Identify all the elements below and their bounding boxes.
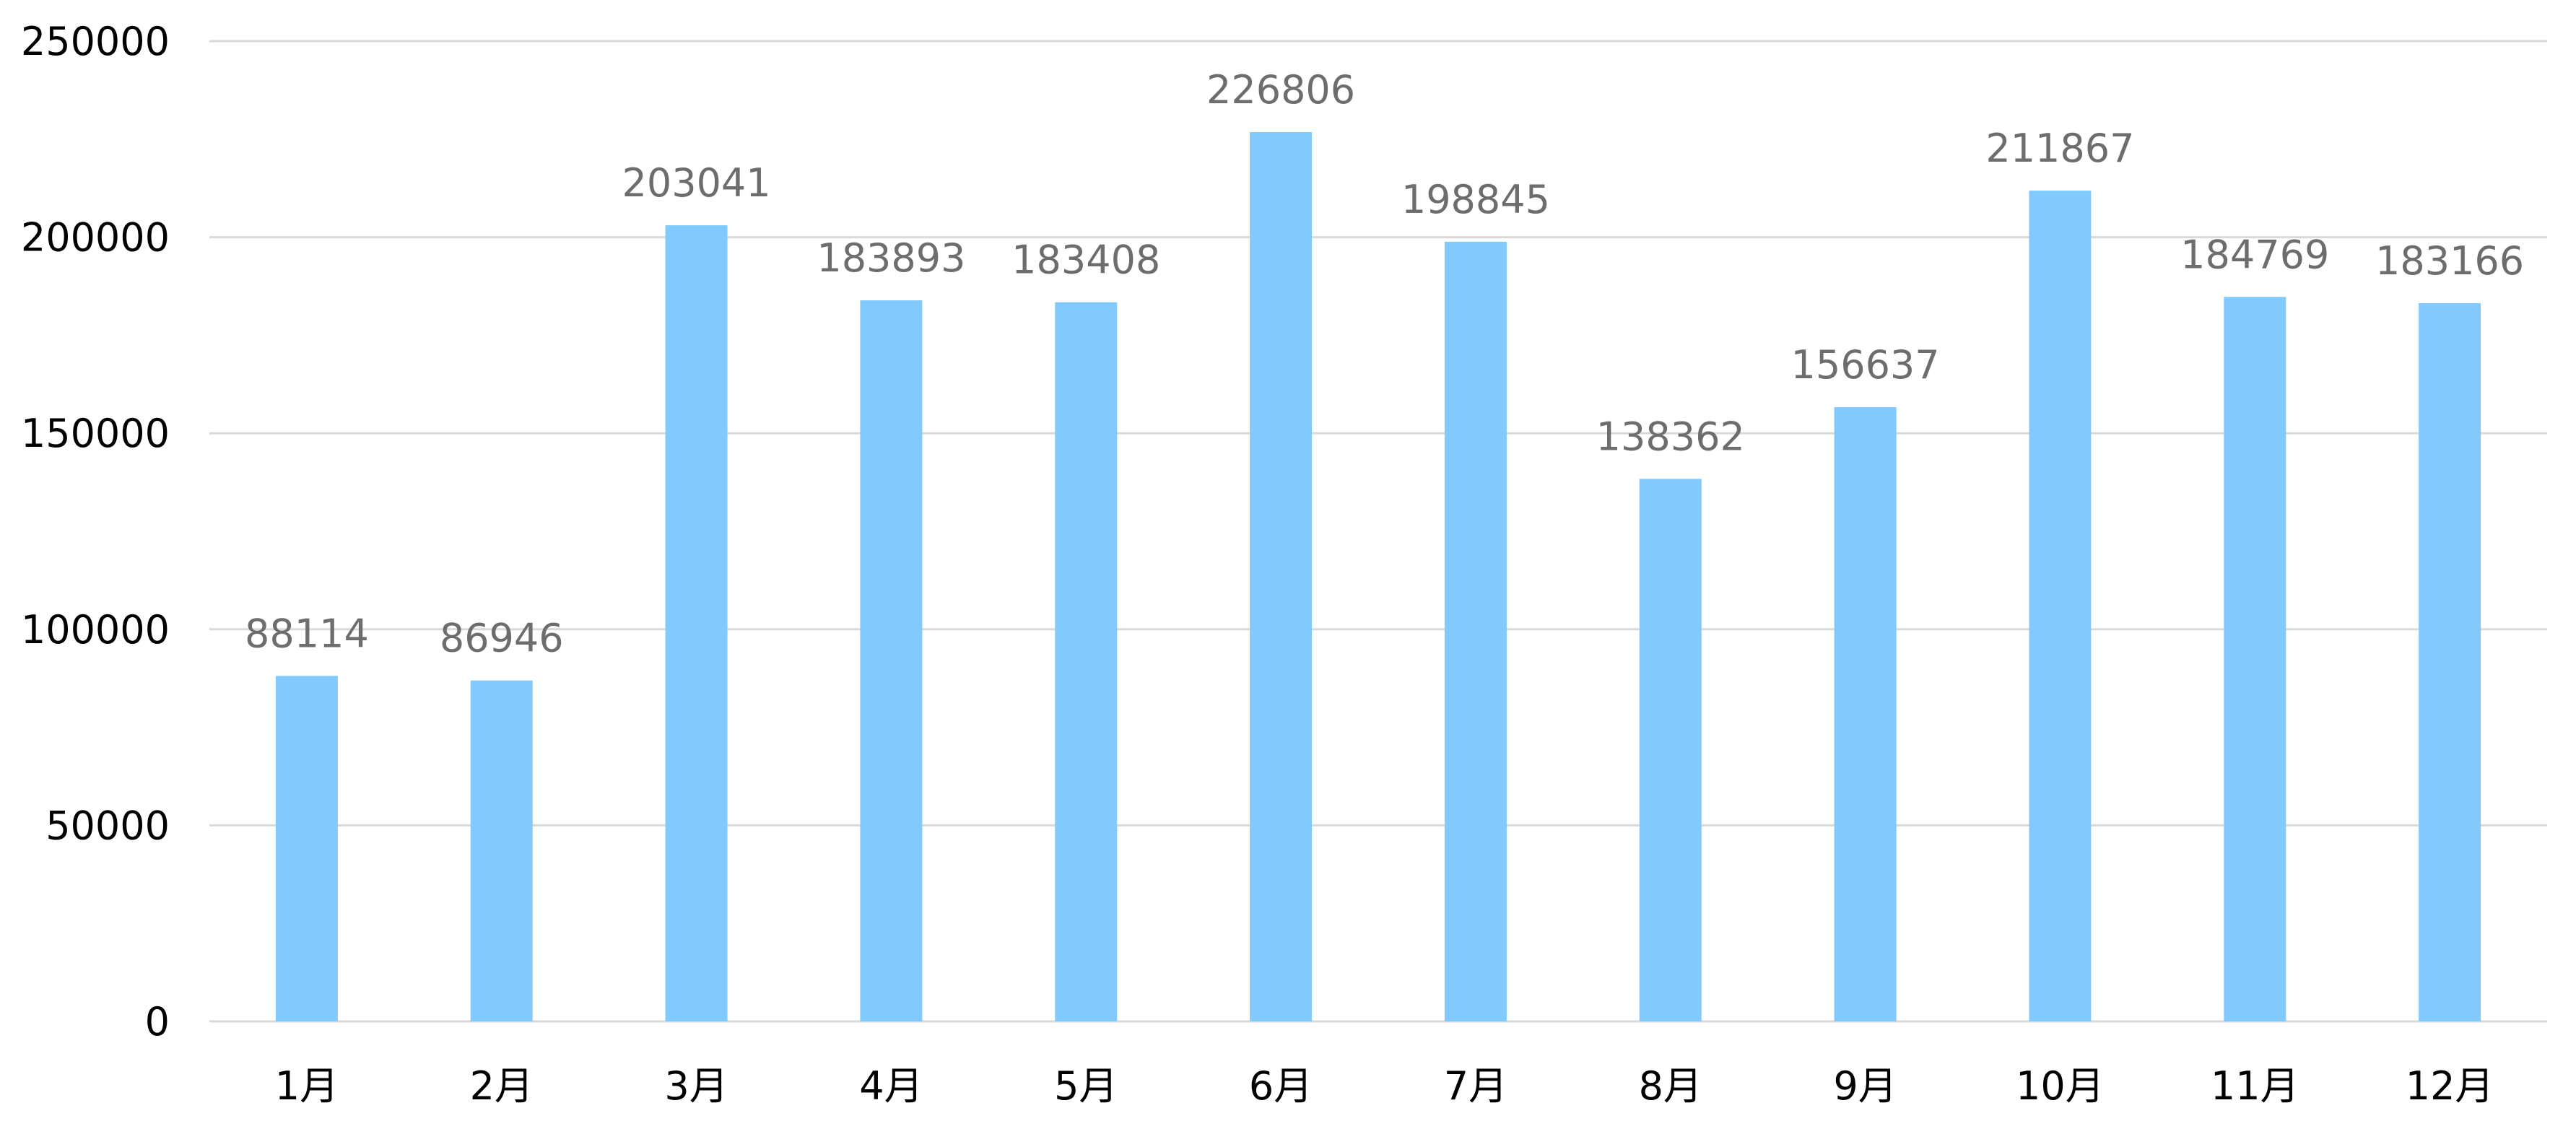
bar (1250, 131, 1313, 1022)
data-label: 226806 (1206, 67, 1355, 113)
x-tick-label: 8月 (1639, 1063, 1702, 1109)
data-label: 138362 (1596, 414, 1745, 459)
y-tick-label: 0 (145, 999, 170, 1044)
bar (860, 300, 923, 1021)
data-label: 183408 (1011, 237, 1160, 283)
data-label: 86946 (440, 616, 564, 661)
x-tick-label: 3月 (664, 1063, 728, 1109)
gridlines (209, 40, 2547, 1023)
bar (2029, 191, 2092, 1022)
y-tick-label: 250000 (21, 19, 170, 64)
x-tick-label: 1月 (275, 1063, 339, 1109)
x-tick-label: 4月 (859, 1063, 923, 1109)
data-label: 183893 (817, 235, 965, 281)
y-tick-label: 200000 (21, 215, 170, 261)
x-axis-tick-labels: 1月 2月 3月 4月 5月 6月 7月 8月 9月 10月 11月 12月 (275, 1063, 2494, 1109)
y-tick-label: 100000 (21, 607, 170, 653)
data-label: 198845 (1401, 177, 1550, 222)
x-tick-label: 10月 (2016, 1063, 2105, 1109)
data-label: 184769 (2180, 232, 2329, 277)
x-tick-label: 6月 (1249, 1063, 1313, 1109)
y-tick-label: 150000 (21, 411, 170, 456)
data-label: 211867 (1985, 126, 2134, 171)
data-label: 203041 (622, 160, 771, 206)
bar (470, 680, 533, 1021)
bar (1639, 479, 1702, 1021)
bars (275, 131, 2481, 1022)
bar (1055, 302, 1118, 1021)
data-label: 156637 (1791, 342, 1940, 388)
bar (275, 676, 338, 1021)
bar (2224, 297, 2286, 1021)
x-tick-label: 7月 (1444, 1063, 1507, 1109)
bar (2419, 303, 2481, 1021)
data-label: 183166 (2375, 238, 2524, 284)
data-labels: 88114 86946 203041 183893 183408 226806 198845… (245, 67, 2524, 661)
bar (1444, 241, 1507, 1021)
x-tick-label: 12月 (2406, 1063, 2494, 1109)
y-tick-label: 50000 (45, 803, 170, 848)
bar (1834, 407, 1897, 1021)
x-tick-label: 5月 (1054, 1063, 1118, 1109)
bar (665, 225, 728, 1021)
x-tick-label: 2月 (470, 1063, 534, 1109)
y-axis-tick-labels: 0 50000 100000 150000 200000 250000 (21, 19, 170, 1044)
x-tick-label: 11月 (2211, 1063, 2299, 1109)
data-label: 88114 (245, 611, 369, 656)
x-tick-label: 9月 (1833, 1063, 1897, 1109)
